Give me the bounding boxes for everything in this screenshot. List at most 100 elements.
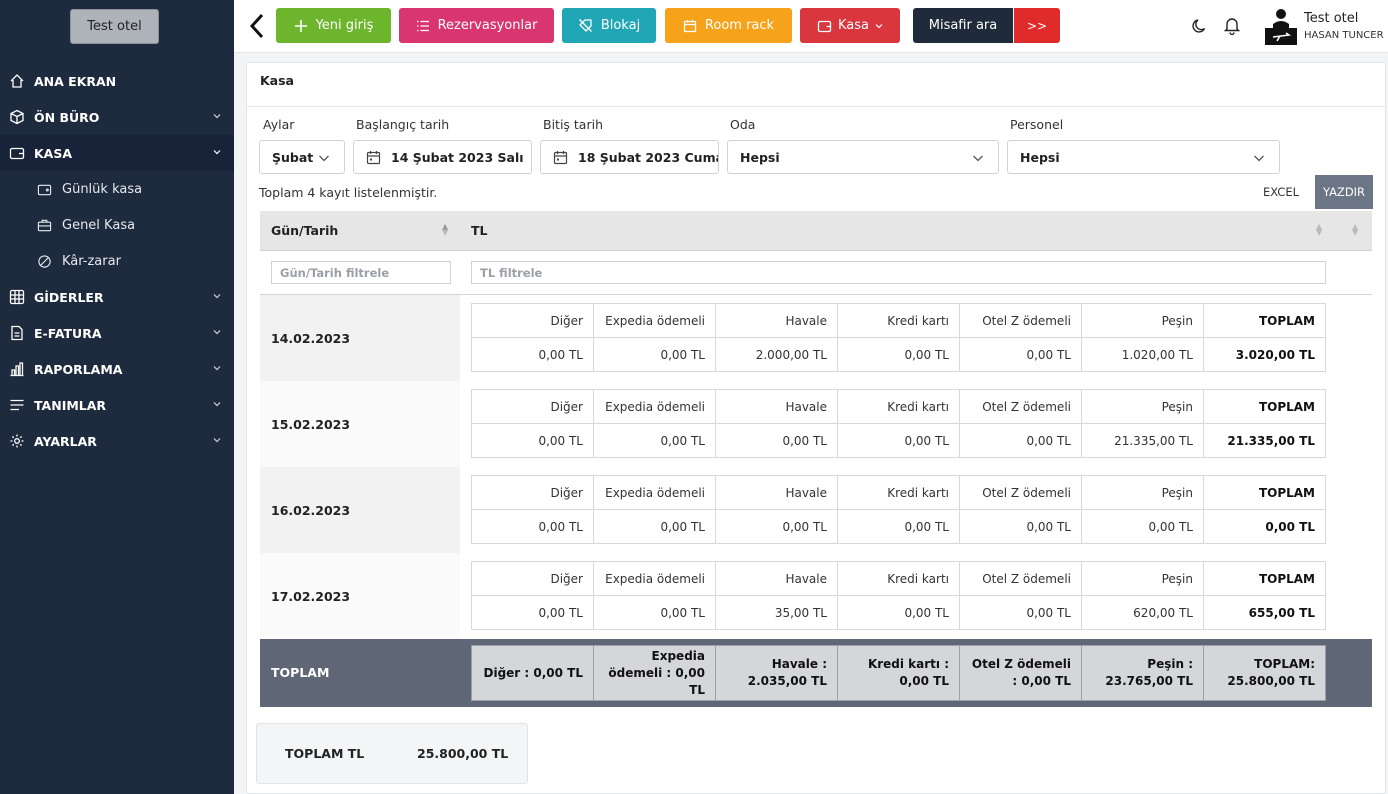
cash-dropdown-button[interactable]: Kasa [800, 8, 900, 43]
chevron-down-icon [213, 150, 221, 155]
sidebar-subitem-gunluk-kasa[interactable]: Günlük kasa [0, 171, 234, 207]
sidebar-item-raporlama[interactable]: RAPORLAMA [0, 351, 234, 387]
percent-icon [36, 253, 52, 269]
column-header-tl[interactable]: TL [471, 223, 488, 238]
chevron-down-icon [319, 155, 329, 162]
print-button[interactable]: YAZDIR [1315, 175, 1373, 209]
months-select[interactable]: Şubat [259, 140, 345, 174]
row-date: 14.02.2023 [260, 295, 460, 381]
sort-icon[interactable]: ▲ ▼ [1352, 222, 1359, 237]
gear-icon [8, 432, 26, 450]
column-label: TOPLAM [1203, 475, 1326, 510]
staff-label: Personel [1010, 117, 1064, 132]
guest-search-button[interactable]: Misafir ara [913, 8, 1013, 43]
tl-filter-input[interactable]: TL filtrele [471, 261, 1326, 284]
user-subname: HASAN TUNCER [1304, 30, 1384, 41]
end-date-input[interactable]: 18 Şubat 2023 Cuma [540, 140, 719, 174]
cell-value: 0,00 TL [471, 595, 594, 630]
list-icon [8, 396, 26, 414]
column-header-date[interactable]: Gün/Tarih [271, 223, 339, 238]
start-date-value: 14 Şubat 2023 Salı [391, 149, 524, 165]
total-cell: Expedia ödemeli : 0,00 TL [593, 645, 716, 701]
new-entry-button[interactable]: Yeni giriş [276, 8, 391, 43]
reservations-button[interactable]: Rezervasyonlar [399, 8, 554, 43]
more-button[interactable]: >> [1014, 8, 1060, 43]
room-rack-label: Room rack [704, 18, 775, 33]
cell-total: 655,00 TL [1203, 595, 1326, 630]
sidebar: Test otel ANA EKRAN ÖN BÜRO KASA Günlük … [0, 0, 234, 794]
block-button[interactable]: Blokaj [562, 8, 656, 43]
wallet-icon [36, 181, 52, 197]
cell-value: 0,00 TL [471, 509, 594, 544]
sort-icon[interactable]: ▲ ▼ [1316, 222, 1323, 237]
column-label: Peşin [1081, 475, 1204, 510]
user-name: Test otel [1304, 11, 1359, 26]
cell-value: 0,00 TL [593, 595, 716, 630]
cell-value: 0,00 TL [837, 509, 960, 544]
moon-icon[interactable] [1191, 17, 1209, 35]
sidebar-menu: ANA EKRAN ÖN BÜRO KASA Günlük kasa Genel… [0, 63, 234, 459]
guest-search-label: Misafir ara [928, 18, 998, 33]
sidebar-item-kasa[interactable]: KASA [0, 135, 234, 171]
start-date-label: Başlangıç tarih [356, 117, 450, 132]
chevron-down-icon [213, 438, 221, 443]
column-label: Peşin [1081, 303, 1204, 338]
cell-value: 0,00 TL [837, 423, 960, 458]
cell-value: 0,00 TL [471, 337, 594, 372]
topbar: Yeni giriş Rezervasyonlar Blokaj Room ra… [234, 0, 1388, 53]
sidebar-item-e-fatura[interactable]: E-FATURA [0, 315, 234, 351]
summary-label: TOPLAM TL [285, 746, 365, 761]
summary-value: 25.800,00 TL [417, 746, 509, 761]
reservations-label: Rezervasyonlar [437, 18, 538, 33]
room-select[interactable]: Hepsi [727, 140, 999, 174]
sidebar-subitem-label: Kâr-zarar [62, 253, 121, 269]
sidebar-item-giderler[interactable]: GİDERLER [0, 279, 234, 315]
bell-icon[interactable] [1223, 16, 1241, 35]
column-label: Peşin [1081, 389, 1204, 424]
back-arrow-icon[interactable] [248, 12, 266, 40]
sort-icon[interactable]: ▲ ▼ [442, 222, 449, 237]
sidebar-subitem-kar-zarar[interactable]: Kâr-zarar [0, 243, 234, 279]
totals-label: TOPLAM [271, 665, 330, 680]
sidebar-item-tanimlar[interactable]: TANIMLAR [0, 387, 234, 423]
sidebar-item-ayarlar[interactable]: AYARLAR [0, 423, 234, 459]
staff-select[interactable]: Hepsi [1007, 140, 1280, 174]
list-icon [416, 20, 429, 31]
end-date-value: 18 Şubat 2023 Cuma [578, 149, 719, 165]
row-date: 15.02.2023 [260, 381, 460, 467]
sidebar-item-label: E-FATURA [34, 325, 102, 341]
start-date-input[interactable]: 14 Şubat 2023 Salı [353, 140, 532, 174]
column-label: TOPLAM [1203, 389, 1326, 424]
sidebar-item-label: GİDERLER [34, 289, 104, 305]
room-rack-button[interactable]: Room rack [665, 8, 792, 43]
sidebar-item-label: AYARLAR [34, 433, 97, 449]
sidebar-subitem-genel-kasa[interactable]: Genel Kasa [0, 207, 234, 243]
chart-icon [8, 360, 26, 378]
row-breakdown-table: Diğer Expedia ödemeli Havale Kredi kartı… [471, 303, 1326, 372]
row-breakdown-table: Diğer Expedia ödemeli Havale Kredi kartı… [471, 475, 1326, 544]
date-filter-input[interactable]: Gün/Tarih filtrele [271, 261, 451, 284]
column-label: Expedia ödemeli [593, 389, 716, 424]
hotel-selector-button[interactable]: Test otel [70, 9, 159, 44]
table-header: Gün/Tarih ▲ ▼ TL ▲ ▼ ▲ ▼ [260, 211, 1372, 251]
table-row: 17.02.2023 Diğer Expedia ödemeli Havale … [260, 553, 1372, 639]
sidebar-item-ana-ekran[interactable]: ANA EKRAN [0, 63, 234, 99]
months-label: Aylar [263, 117, 295, 132]
sidebar-item-on-buro[interactable]: ÖN BÜRO [0, 99, 234, 135]
calendar-icon [366, 150, 381, 164]
column-label: Havale [715, 303, 838, 338]
excel-button[interactable]: EXCEL [1247, 175, 1315, 209]
more-label: >> [1026, 18, 1048, 33]
user-profile[interactable]: Test otel HASAN TUNCER [1264, 8, 1388, 48]
total-cell: Kredi kartı : 0,00 TL [837, 645, 960, 701]
sidebar-item-label: TANIMLAR [34, 397, 107, 413]
chevron-down-icon [213, 402, 221, 407]
page-title: Kasa [260, 73, 294, 88]
table-filter-row: Gün/Tarih filtrele TL filtrele [260, 251, 1372, 295]
column-label: Otel Z ödemeli [959, 389, 1082, 424]
grid-icon [8, 288, 26, 306]
column-label: Diğer [471, 303, 594, 338]
column-label: Otel Z ödemeli [959, 475, 1082, 510]
cell-value: 0,00 TL [837, 595, 960, 630]
cell-value: 1.020,00 TL [1081, 337, 1204, 372]
